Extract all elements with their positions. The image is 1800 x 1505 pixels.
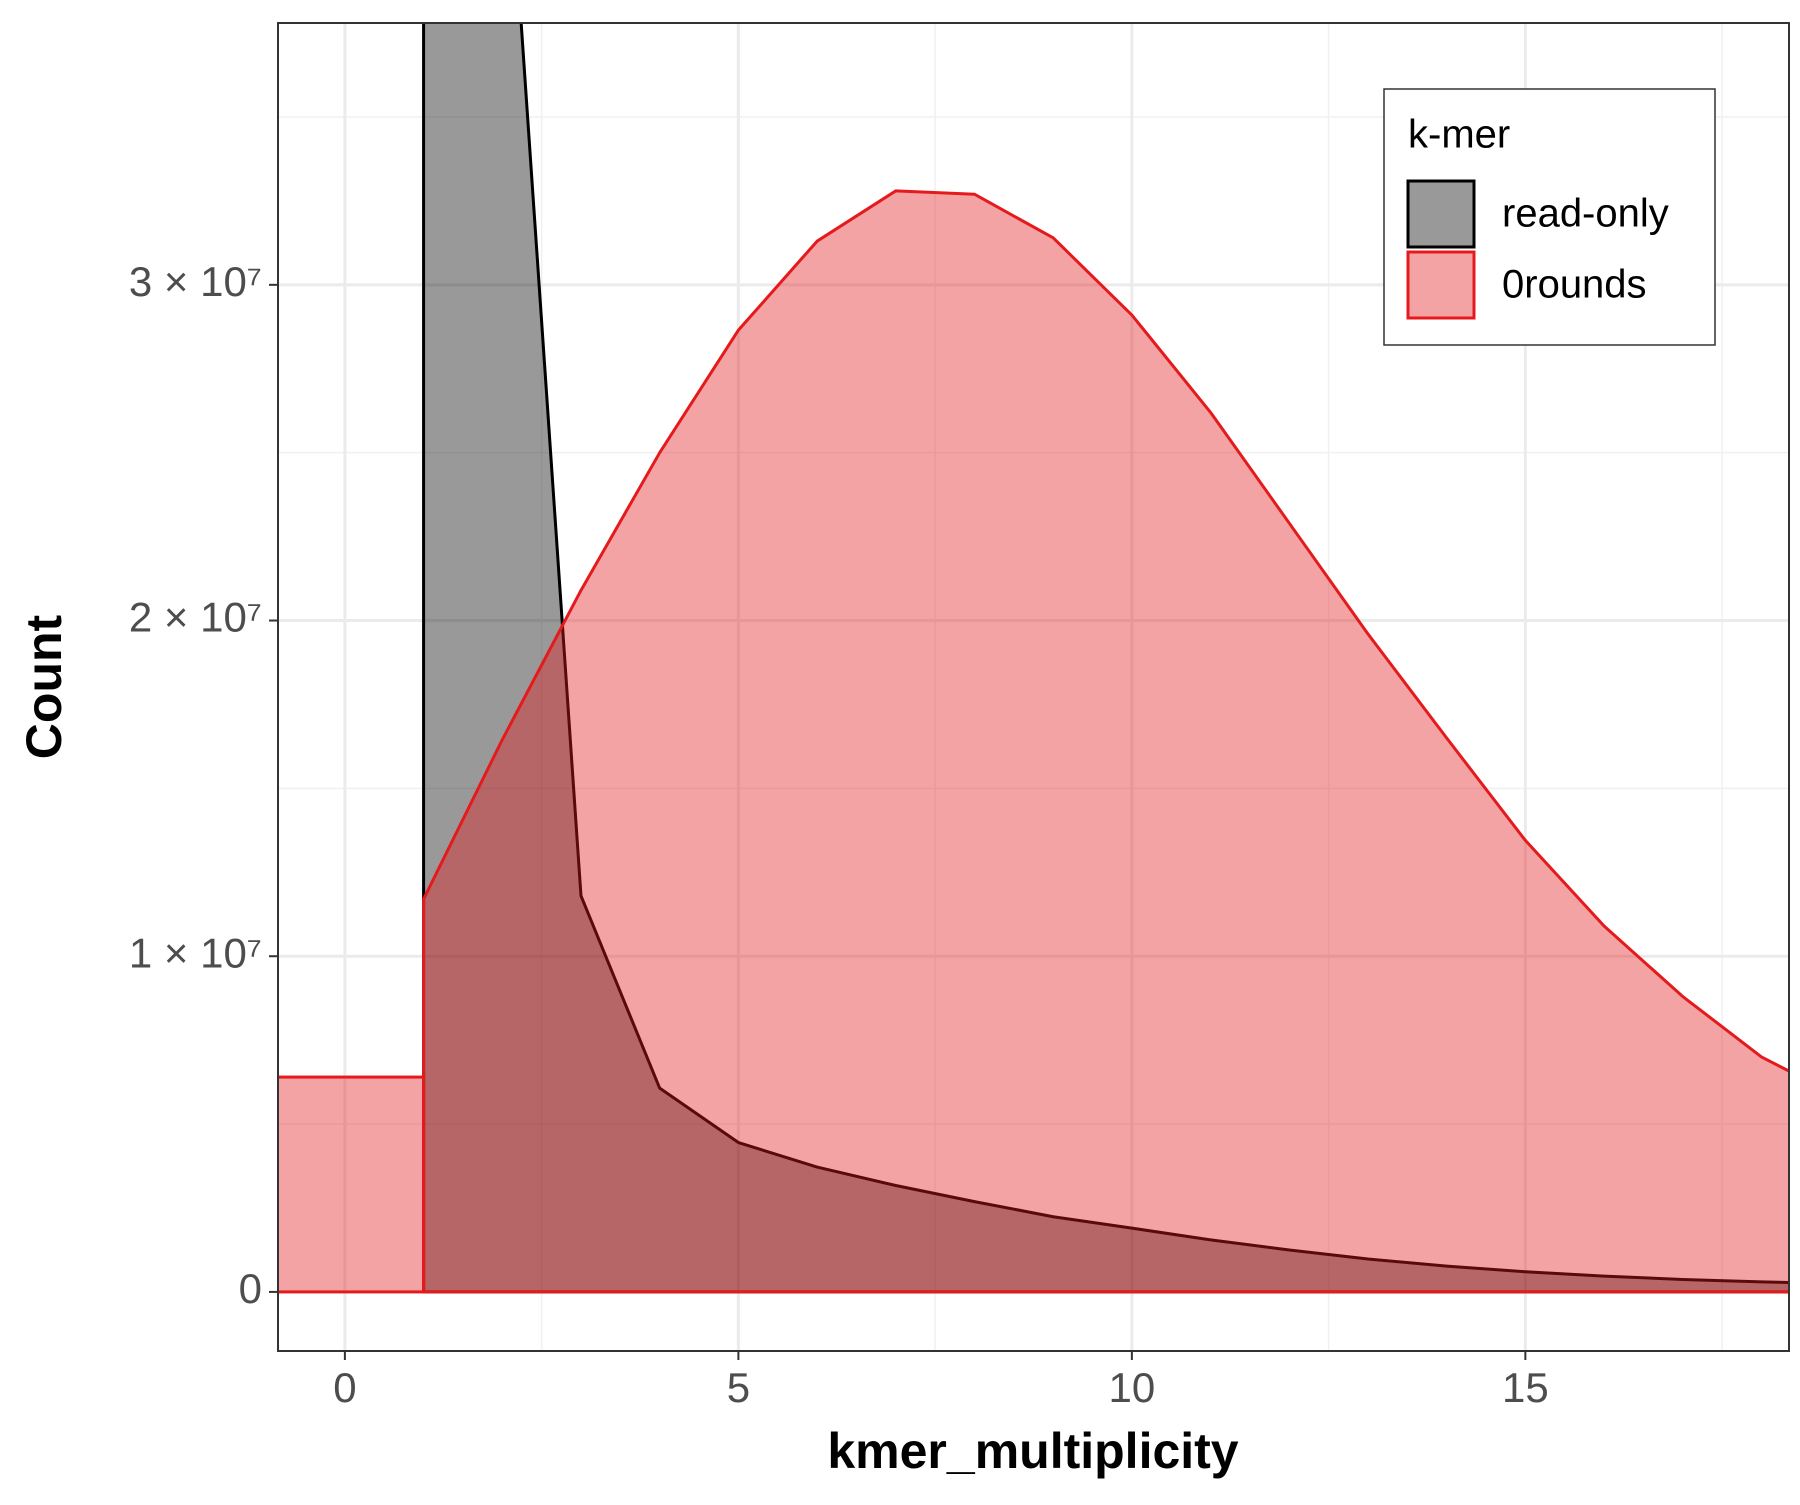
area xyxy=(422,189,1789,1294)
axes: 0 5 10 15 0 1 × 10⁷ 2 × 10⁷ 3 × 10⁷ xyxy=(129,258,1549,1411)
area-step xyxy=(278,1075,426,1294)
legend: k-mer read-only 0rounds xyxy=(1383,88,1716,346)
y-axis-title: Count xyxy=(16,614,72,759)
x-tick-label: 15 xyxy=(1502,1364,1549,1411)
legend-key xyxy=(1406,179,1476,249)
legend-box xyxy=(1383,88,1716,346)
y-tick-label: 3 × 10⁷ xyxy=(129,258,262,305)
plot-border xyxy=(277,22,1790,1352)
plot-data xyxy=(278,23,1789,1294)
legend-key xyxy=(1406,250,1476,320)
x-tick-label: 10 xyxy=(1109,1364,1156,1411)
legend-title: k-mer xyxy=(1408,113,1510,157)
x-tick-label: 5 xyxy=(727,1364,750,1411)
x-axis-title: kmer_multiplicity xyxy=(827,1423,1238,1479)
legend-label: 0rounds xyxy=(1502,263,1647,307)
area xyxy=(422,23,1789,1294)
y-tick-label: 1 × 10⁷ xyxy=(129,929,262,976)
y-tick-label: 0 xyxy=(239,1265,262,1312)
y-tick-label: 2 × 10⁷ xyxy=(129,594,262,641)
legend-label: read-only xyxy=(1502,192,1669,236)
x-tick-label: 0 xyxy=(333,1364,356,1411)
